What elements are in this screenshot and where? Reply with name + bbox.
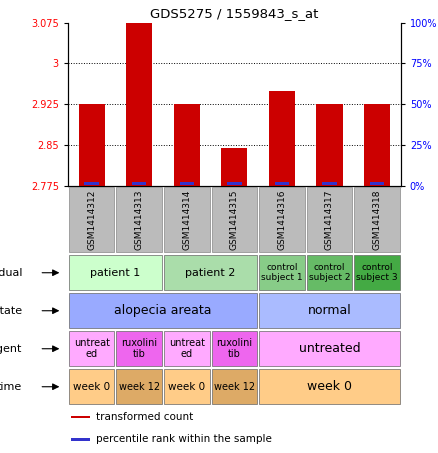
Bar — [354, 255, 400, 290]
Bar — [117, 187, 162, 252]
Text: control
subject 2: control subject 2 — [309, 263, 350, 282]
Bar — [354, 187, 400, 252]
Text: individual: individual — [0, 268, 22, 278]
Bar — [71, 438, 89, 441]
Text: time: time — [0, 382, 22, 392]
Text: untreated: untreated — [299, 342, 360, 355]
Text: untreat
ed: untreat ed — [169, 338, 205, 359]
Text: week 0: week 0 — [73, 382, 110, 392]
Bar — [259, 293, 400, 328]
Bar — [221, 148, 247, 186]
Text: normal: normal — [307, 304, 351, 317]
Bar — [307, 187, 352, 252]
Text: agent: agent — [0, 344, 22, 354]
Bar — [126, 23, 152, 186]
Bar — [259, 331, 400, 366]
Bar — [164, 331, 210, 366]
Text: patient 1: patient 1 — [90, 268, 141, 278]
Text: control
subject 1: control subject 1 — [261, 263, 303, 282]
Bar — [71, 416, 89, 418]
Text: patient 2: patient 2 — [185, 268, 236, 278]
Text: week 0: week 0 — [307, 380, 352, 393]
Text: control
subject 3: control subject 3 — [356, 263, 398, 282]
Text: GSM1414315: GSM1414315 — [230, 189, 239, 250]
Text: untreat
ed: untreat ed — [74, 338, 110, 359]
Bar — [316, 104, 343, 186]
Bar — [174, 104, 200, 186]
Text: GSM1414318: GSM1414318 — [372, 189, 381, 250]
Bar — [259, 369, 400, 404]
Text: week 12: week 12 — [119, 382, 160, 392]
Title: GDS5275 / 1559843_s_at: GDS5275 / 1559843_s_at — [150, 7, 318, 20]
Bar — [212, 187, 257, 252]
Bar — [164, 255, 257, 290]
Bar — [117, 331, 162, 366]
Bar — [164, 369, 210, 404]
Text: week 0: week 0 — [168, 382, 205, 392]
Text: GSM1414312: GSM1414312 — [87, 189, 96, 250]
Bar — [164, 187, 210, 252]
Bar — [259, 255, 305, 290]
Bar — [132, 182, 146, 185]
Text: GSM1414314: GSM1414314 — [182, 189, 191, 250]
Bar — [69, 331, 114, 366]
Bar — [78, 104, 105, 186]
Bar — [322, 182, 337, 185]
Text: week 12: week 12 — [214, 382, 255, 392]
Text: ruxolini
tib: ruxolini tib — [216, 338, 252, 359]
Text: GSM1414313: GSM1414313 — [135, 189, 144, 250]
Text: GSM1414317: GSM1414317 — [325, 189, 334, 250]
Bar — [370, 182, 384, 185]
Bar — [364, 104, 390, 186]
Bar — [212, 331, 257, 366]
Text: alopecia areata: alopecia areata — [114, 304, 212, 317]
Bar — [85, 182, 99, 185]
Text: GSM1414316: GSM1414316 — [277, 189, 286, 250]
Bar — [212, 369, 257, 404]
Bar — [117, 369, 162, 404]
Bar — [69, 293, 257, 328]
Bar — [180, 182, 194, 185]
Text: ruxolini
tib: ruxolini tib — [121, 338, 157, 359]
Bar — [269, 91, 295, 186]
Text: transformed count: transformed count — [96, 412, 194, 422]
Bar — [307, 255, 352, 290]
Text: disease state: disease state — [0, 306, 22, 316]
Bar — [69, 369, 114, 404]
Bar — [69, 255, 162, 290]
Text: percentile rank within the sample: percentile rank within the sample — [96, 434, 272, 444]
Bar — [275, 182, 289, 185]
Bar — [69, 187, 114, 252]
Bar — [227, 182, 241, 185]
Bar — [259, 187, 305, 252]
